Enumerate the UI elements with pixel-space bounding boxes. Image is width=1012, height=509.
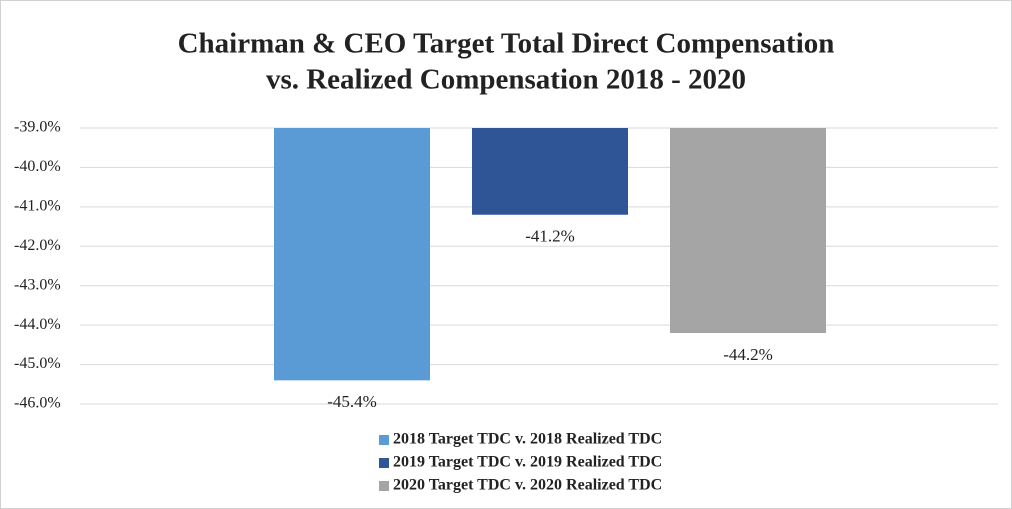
y-tick-label: -45.0% (14, 355, 61, 372)
y-tick-label: -46.0% (14, 395, 61, 412)
y-tick-label: -44.0% (14, 316, 61, 333)
legend-label: 2019 Target TDC v. 2019 Realized TDC (393, 454, 662, 471)
value-label: -45.4% (327, 392, 377, 411)
chart-title: Chairman & CEO Target Total Direct Compe… (178, 28, 835, 60)
value-label: -44.2% (723, 345, 773, 364)
legend-label: 2020 Target TDC v. 2020 Realized TDC (393, 477, 662, 494)
y-tick-label: -43.0% (14, 276, 61, 293)
legend-swatch (379, 458, 389, 468)
y-tick-label: -42.0% (14, 237, 61, 254)
y-tick-label: -41.0% (14, 198, 61, 215)
bar (670, 128, 826, 334)
y-tick-label: -39.0% (14, 119, 61, 136)
bar (274, 128, 430, 381)
legend-swatch (379, 435, 389, 445)
value-label: -41.2% (525, 227, 575, 246)
legend-swatch (379, 481, 389, 491)
y-tick-label: -40.0% (14, 158, 61, 175)
legend-label: 2018 Target TDC v. 2018 Realized TDC (393, 431, 662, 448)
chart-title: vs. Realized Compensation 2018 - 2020 (266, 64, 746, 96)
bar (472, 128, 628, 215)
